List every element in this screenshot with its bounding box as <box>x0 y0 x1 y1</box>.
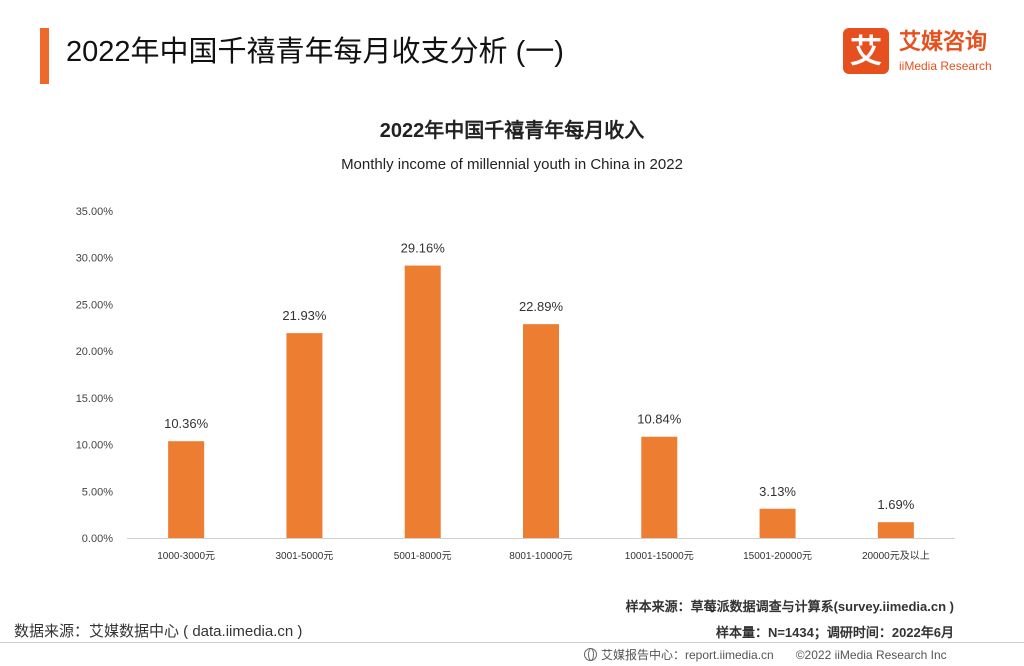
x-tick-label: 15001-20000元 <box>743 551 812 562</box>
bar <box>759 508 796 538</box>
data-source: 数据来源：艾媒数据中心 ( data.iimedia.cn ) <box>14 623 303 640</box>
bar <box>168 441 205 538</box>
bar <box>404 265 441 538</box>
bar <box>641 436 678 538</box>
y-tick-label: 20.00% <box>76 346 114 358</box>
data-label: 29.16% <box>401 241 446 256</box>
footer-divider <box>0 642 1024 643</box>
data-label: 21.93% <box>282 308 327 323</box>
chart-subtitle: Monthly income of millennial youth in Ch… <box>341 156 683 173</box>
logo-name-cn: 艾媒咨询 <box>899 29 988 54</box>
footer-bottom: 艾媒报告中心：report.iimedia.cn ©2022 iiMedia Re… <box>584 646 947 663</box>
copyright: ©2022 iiMedia Research Inc <box>795 648 947 662</box>
income-bar-chart: 0.00% 5.00% 10.00% 15.00% 20.00% 25.00% 30.00%… <box>76 206 955 562</box>
y-tick-label: 30.00% <box>76 253 114 265</box>
y-tick-label: 10.00% <box>76 440 114 452</box>
x-tick-label: 10001-15000元 <box>625 551 694 562</box>
x-tick-label: 8001-10000元 <box>509 551 572 562</box>
chart-title: 2022年中国千禧青年每月收入 <box>379 120 645 142</box>
y-tick-label: 35.00% <box>76 206 114 218</box>
y-tick-label: 0.00% <box>82 533 113 545</box>
page-title: 2022年中国千禧青年每月收支分析 (一) <box>66 36 564 68</box>
y-tick-label: 5.00% <box>82 486 113 498</box>
bar <box>877 522 914 538</box>
x-tick-label: 3001-5000元 <box>276 551 334 562</box>
bar <box>523 324 559 538</box>
x-tick-label: 20000元及以上 <box>862 550 930 562</box>
data-label: 22.89% <box>519 299 564 314</box>
y-tick-label: 25.00% <box>76 299 114 311</box>
data-label: 1.69% <box>877 497 914 512</box>
data-label: 3.13% <box>759 484 796 499</box>
x-tick-label: 1000-3000元 <box>157 551 215 562</box>
x-tick-label: 5001-8000元 <box>394 551 452 562</box>
title-accent-bar <box>40 28 49 84</box>
sample-size: 样本量：N=1434；调研时间：2022年6月 <box>715 625 954 640</box>
logo-mark-icon: 艾 <box>843 28 889 74</box>
bar <box>286 333 323 538</box>
globe-icon <box>584 648 597 661</box>
data-label: 10.36% <box>164 416 209 431</box>
sample-source: 样本来源：草莓派数据调查与计算系(survey.iimedia.cn ) <box>625 599 954 614</box>
report-center-link[interactable]: 艾媒报告中心：report.iimedia.cn <box>584 648 774 662</box>
logo-name-en: iiMedia Research <box>899 59 992 73</box>
data-label: 10.84% <box>637 412 682 427</box>
y-tick-label: 15.00% <box>76 393 114 405</box>
iimedia-logo[interactable]: 艾 艾媒咨询 iiMedia Research <box>843 28 1013 78</box>
